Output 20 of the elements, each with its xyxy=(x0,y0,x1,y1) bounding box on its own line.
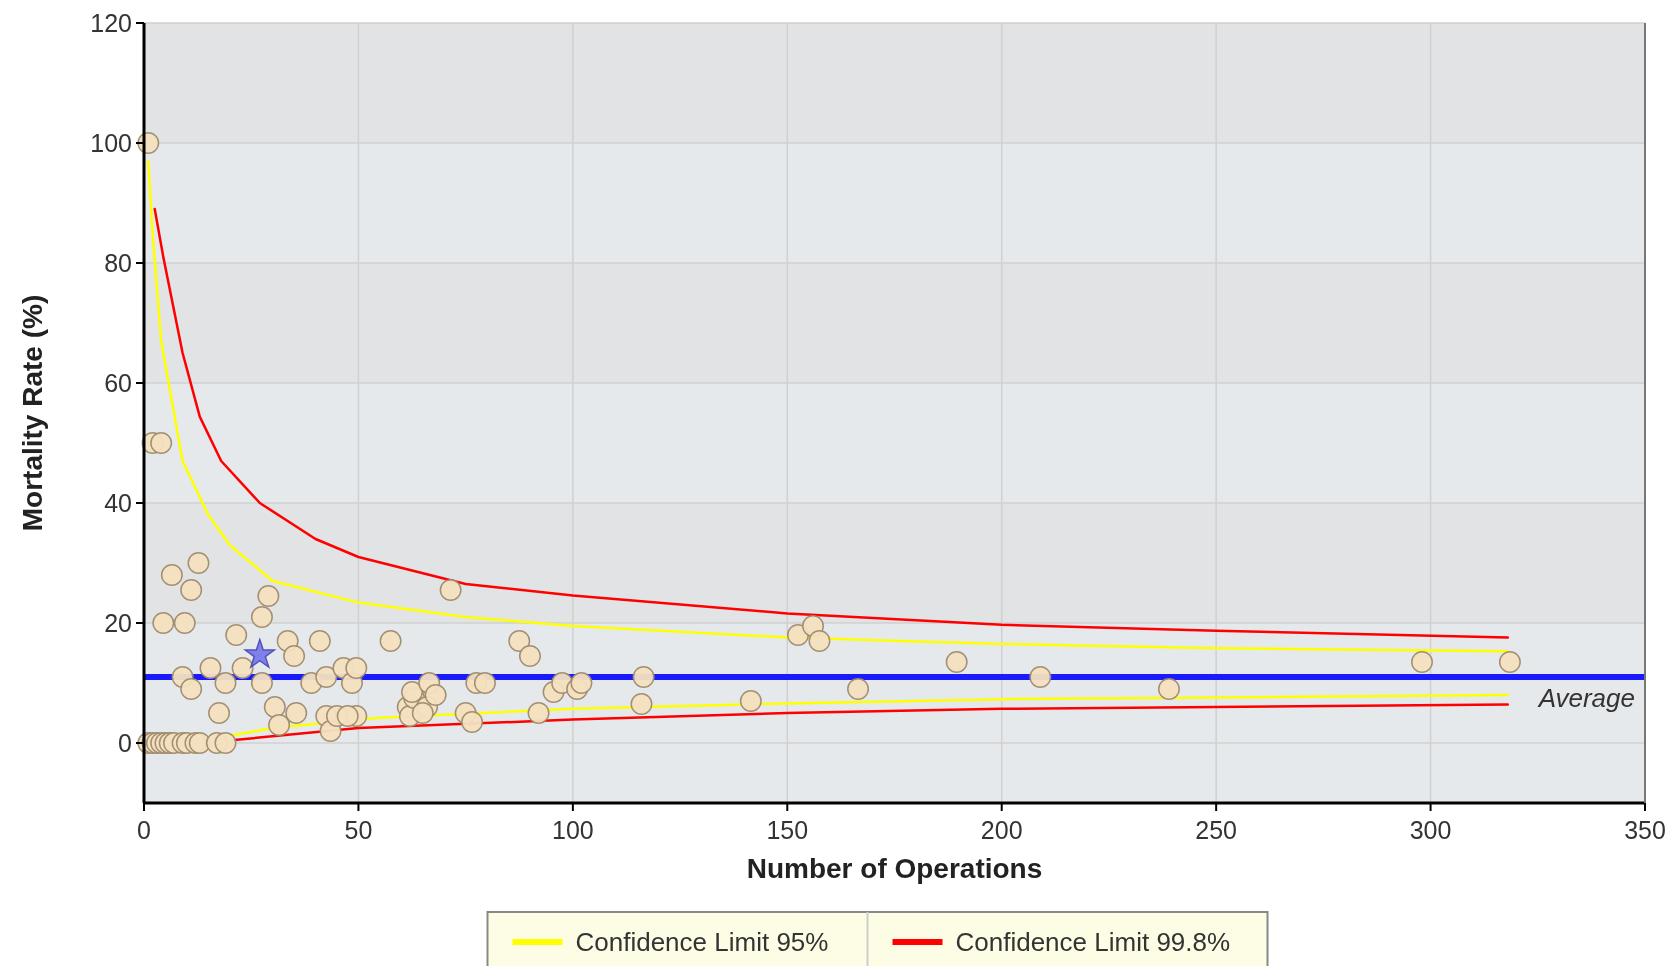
x-axis-title: Number of Operations xyxy=(746,853,1043,884)
x-tick-label: 250 xyxy=(1195,816,1237,844)
x-tick-label: 0 xyxy=(137,816,151,844)
legend-label: Confidence Limit 95% xyxy=(575,927,829,958)
x-tick-label: 150 xyxy=(766,816,809,844)
y-tick-label: 120 xyxy=(90,8,132,37)
x-tick-label: 350 xyxy=(1624,816,1666,844)
legend-label: Confidence Limit 99.8% xyxy=(955,927,1231,958)
y-tick-label: 60 xyxy=(104,368,132,397)
y-tick-label: 20 xyxy=(104,608,132,637)
y-tick-label: 0 xyxy=(118,728,132,757)
ref-line-label: Average xyxy=(1536,683,1635,713)
x-tick-label: 200 xyxy=(980,816,1023,844)
x-tick-label: 50 xyxy=(344,816,373,844)
y-axis-title: Mortality Rate (%) xyxy=(17,294,48,532)
y-tick-label: 40 xyxy=(104,488,132,517)
y-tick-label: 100 xyxy=(90,128,132,157)
x-tick-label: 100 xyxy=(552,816,594,844)
x-tick-label: 300 xyxy=(1409,816,1452,844)
y-tick-label: 80 xyxy=(104,248,132,277)
